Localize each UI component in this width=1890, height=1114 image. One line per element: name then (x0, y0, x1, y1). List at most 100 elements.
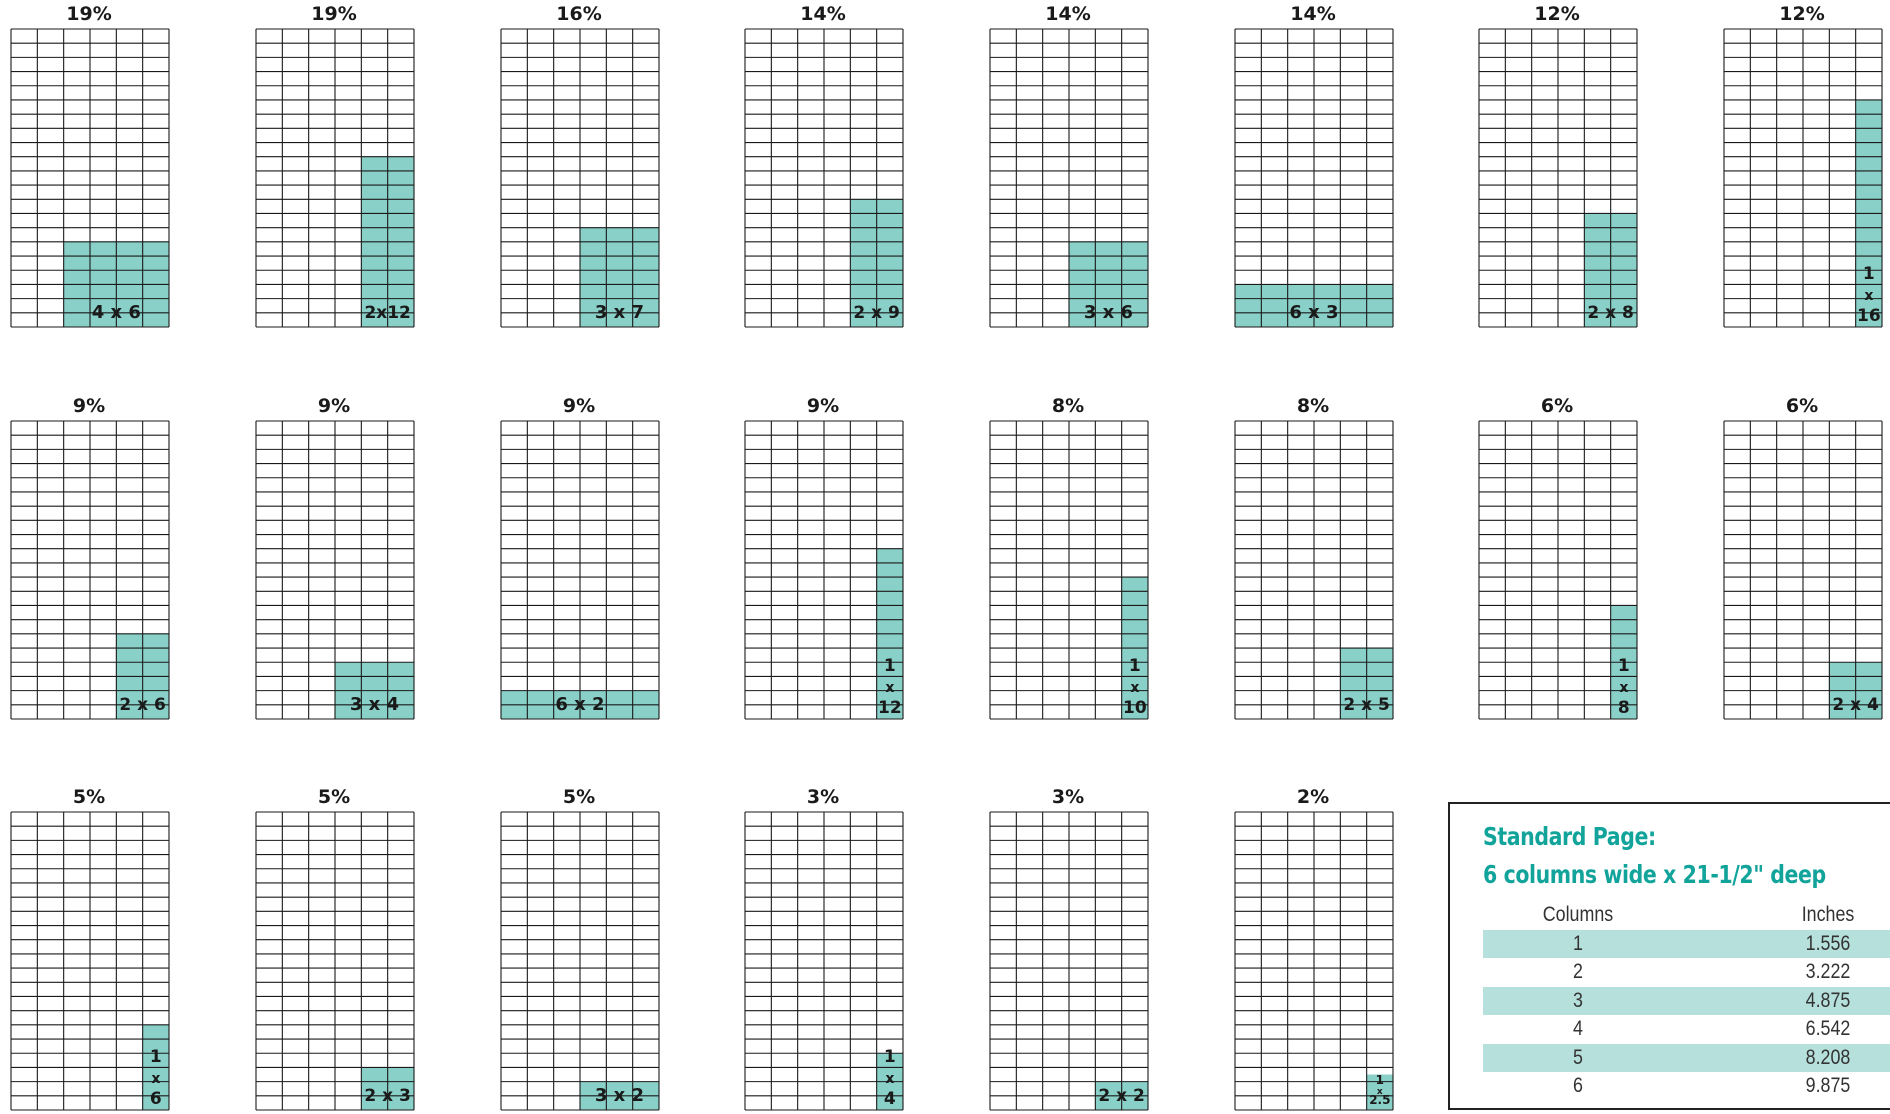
ad-size-label: 1 (1129, 656, 1141, 676)
ad-size-label: 1 (1863, 264, 1875, 284)
page-grid: 2 x 6 (10, 420, 170, 720)
ad-size-label: 2 x 2 (1098, 1086, 1144, 1106)
grid-lines (10, 811, 170, 1111)
ad-size-label: 1 (1618, 656, 1630, 676)
ad-size-label: x (885, 680, 894, 696)
ad-size-label: x (1619, 680, 1628, 696)
ad-size-thumbnail: 5% 3 x 2 (500, 783, 660, 1111)
ad-size-label: 6 x 2 (555, 694, 604, 715)
grid-lines (744, 811, 904, 1111)
grid-lines (255, 811, 415, 1111)
ad-percent-label: 3% (806, 786, 840, 808)
ad-percent-label: 14% (800, 3, 846, 25)
inches-cell: 3.222 (1805, 960, 1851, 983)
grid-lines (500, 420, 660, 720)
page-grid: 1 x 12 (744, 420, 904, 720)
grid-lines (989, 811, 1149, 1111)
columns-cell: 6 (1573, 1074, 1583, 1097)
standard-page-title: Standard Page: (1483, 822, 1656, 851)
grid-lines (1478, 28, 1638, 328)
page-grid: 2x12 (255, 28, 415, 328)
ad-size-thumbnail: 16% 3 x 7 (500, 0, 660, 328)
page-grid: 1x2.5 (1234, 811, 1394, 1111)
grid-lines (744, 28, 904, 328)
ad-size-thumbnail: 9% 3 x 4 (255, 392, 415, 720)
ad-size-thumbnail: 14% 3 x 6 (989, 0, 1149, 328)
ad-percent-label: 8% (1051, 395, 1085, 417)
ad-size-thumbnail: 9% 2 x 6 (10, 392, 170, 720)
page-grid: 2 x 4 (1723, 420, 1883, 720)
ad-area (580, 227, 659, 327)
ad-percent-label: 9% (806, 395, 840, 417)
page-grid: 1 x 6 (10, 811, 170, 1111)
ad-size-label: 2 x 4 (1832, 695, 1879, 715)
ad-percent-label: 6% (1785, 395, 1819, 417)
grid-lines (744, 420, 904, 720)
ad-size-label: 1 (150, 1047, 162, 1067)
ad-percent-label: 5% (562, 786, 596, 808)
inches-cell: 1.556 (1805, 931, 1851, 955)
ad-size-label: 2x12 (364, 303, 410, 323)
ad-size-label: x (151, 1071, 160, 1087)
ad-percent-label: 9% (72, 395, 106, 417)
inches-cell: 9.875 (1805, 1074, 1851, 1097)
ad-size-thumbnail: 6% 2 x 4 (1723, 392, 1883, 720)
grid-lines (1234, 811, 1394, 1111)
table-row: 1 1.556 (1483, 929, 1890, 958)
inches-cell: 8.208 (1805, 1045, 1851, 1069)
page-grid: 3 x 4 (255, 420, 415, 720)
table-row: 4 6.542 (1483, 1015, 1890, 1044)
ad-percent-label: 8% (1296, 395, 1330, 417)
table-row: 6 9.875 (1483, 1072, 1890, 1101)
ad-percent-label: 2% (1296, 786, 1330, 808)
ad-size-label: 12 (878, 698, 902, 718)
ad-percent-label: 9% (562, 395, 596, 417)
ad-percent-label: 12% (1779, 3, 1825, 25)
ad-percent-label: 5% (72, 786, 106, 808)
ad-percent-label: 5% (317, 786, 351, 808)
columns-cell: 2 (1573, 960, 1583, 983)
columns-cell: 1 (1573, 931, 1583, 955)
ad-size-thumbnail: 19% 2x12 (255, 0, 415, 328)
ad-percent-label: 6% (1540, 395, 1574, 417)
ad-size-label: 10 (1123, 698, 1147, 718)
table-row: 2 3.222 (1483, 958, 1890, 987)
ad-size-label: 4 x 6 (92, 302, 141, 323)
grid-lines (989, 420, 1149, 720)
page-grid: 2 x 9 (744, 28, 904, 328)
ad-size-label: 2 x 9 (853, 303, 899, 323)
ad-size-thumbnail: 19% 4 x 6 (10, 0, 170, 328)
page-grid: 1 x 10 (989, 420, 1149, 720)
inches-cell: 4.875 (1805, 988, 1851, 1012)
page-grid: 6 x 3 (1234, 28, 1394, 328)
page-grid: 2 x 8 (1478, 28, 1638, 328)
columns-header: Columns (1542, 903, 1614, 926)
ad-size-label: 2 x 6 (119, 695, 165, 715)
standard-page-box: Standard Page: 6 columns wide x 21-1/2" … (1448, 802, 1890, 1110)
grid-lines (500, 28, 660, 328)
columns-cell: 3 (1573, 988, 1583, 1012)
grid-lines (255, 28, 415, 328)
ad-size-label: x (1864, 288, 1873, 304)
ad-percent-label: 12% (1534, 3, 1580, 25)
ad-percent-label: 19% (311, 3, 357, 25)
ad-percent-label: 19% (66, 3, 112, 25)
grid-lines (1478, 420, 1638, 720)
ad-size-label: x (885, 1071, 894, 1087)
grid-lines (10, 420, 170, 720)
page-grid: 2 x 3 (255, 811, 415, 1111)
ad-percent-label: 9% (317, 395, 351, 417)
ad-size-thumbnail: 8% 2 x 5 (1234, 392, 1394, 720)
grid-lines (1723, 28, 1883, 328)
ad-size-label: 3 x 7 (595, 302, 644, 323)
ad-percent-label: 14% (1045, 3, 1091, 25)
ad-size-label: 2 x 3 (364, 1086, 410, 1106)
ad-size-thumbnail: 2% 1 x 2.5 (1234, 783, 1394, 1111)
inches-cell: 6.542 (1805, 1017, 1851, 1040)
ad-size-thumbnail: 9% 1 x 12 (744, 392, 904, 720)
ad-size-label: 1 (884, 656, 896, 676)
page-grid: 6 x 2 (500, 420, 660, 720)
grid-lines (1234, 420, 1394, 720)
ad-percent-label: 3% (1051, 786, 1085, 808)
ad-size-thumbnail: 14% 6 x 3 (1234, 0, 1394, 328)
